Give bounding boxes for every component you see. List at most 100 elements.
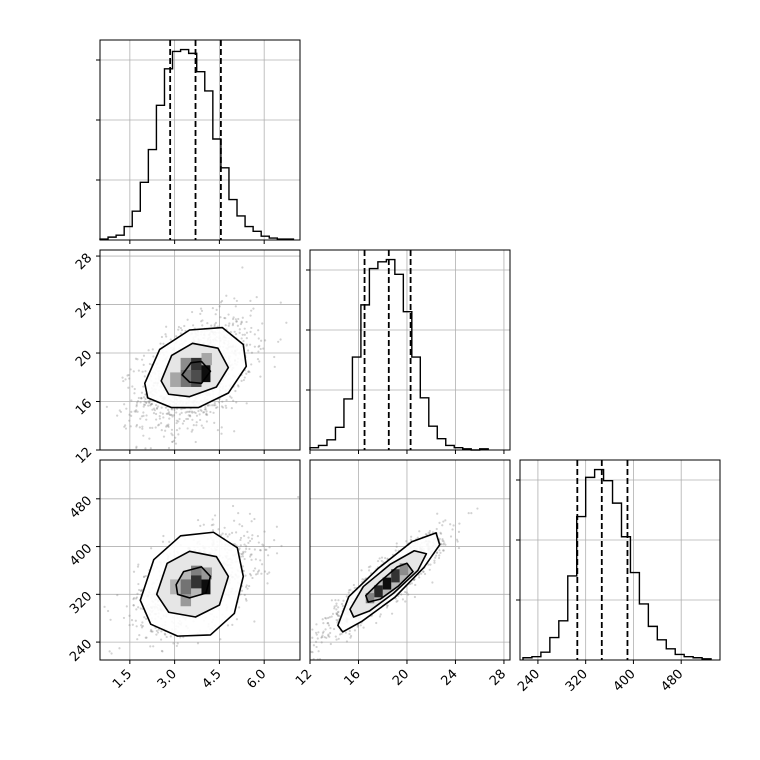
scatter-point [279,301,282,304]
histogram-bin [229,200,237,240]
scatter-point [322,630,325,633]
scatter-point [195,424,198,427]
scatter-point [418,576,421,579]
scatter-point [264,339,267,342]
scatter-point [140,358,144,361]
scatter-point [155,406,159,410]
scatter-point [412,578,416,582]
scatter-point [273,539,276,542]
scatter-point [335,618,338,622]
scatter-point [140,589,143,592]
scatter-point [320,635,324,639]
scatter-point [314,640,318,643]
scatter-point [378,615,382,618]
scatter-point [243,534,246,537]
scatter-point [213,323,216,326]
scatter-point [132,370,135,373]
x-tick-label: 16 [341,667,363,689]
scatter-point [265,548,268,551]
scatter-point [218,305,221,308]
scatter-point [249,330,252,333]
scatter-point [197,409,200,413]
scatter-point [261,543,264,546]
scatter-point [327,633,330,636]
scatter-point [234,389,237,393]
scatter-point [136,592,139,595]
scatter-point [325,617,328,620]
y-tick-label: 20 [73,348,95,370]
density-cell [191,565,202,576]
scatter-point [208,404,211,407]
scatter-point [142,403,146,406]
scatter-point [442,549,445,552]
scatter-point [160,630,163,633]
scatter-point [259,549,262,552]
scatter-point [439,551,442,554]
scatter-point [140,397,143,400]
y-tick-label: 320 [67,589,95,617]
scatter-point [125,605,128,608]
scatter-point [142,396,146,399]
scatter-point [242,378,245,382]
histogram-bin [412,357,420,450]
scatter-point [345,640,349,643]
scatter-point [311,636,314,639]
histogram-bin [568,576,577,660]
scatter-point [134,619,137,622]
scatter-point [335,602,338,605]
scatter-point [229,331,232,334]
scatter-point [444,519,447,522]
scatter-point [337,599,340,602]
scatter-point [147,349,150,352]
scatter-point [136,400,140,403]
scatter-point [335,613,338,616]
scatter-point [231,623,234,626]
scatter-point [134,357,138,360]
contour-line [139,531,245,637]
scatter-point [148,400,151,403]
scatter-point [205,410,208,413]
scatter-point [348,632,351,636]
scatter-point [142,405,145,408]
scatter-point [135,608,138,611]
scatter-point [236,324,239,327]
scatter-point [145,617,148,620]
contour-line [349,549,428,618]
scatter-point [147,400,150,403]
scatter-point [139,417,142,420]
scatter-point [177,433,180,436]
histogram-frame [519,459,721,661]
scatter-point [452,524,455,527]
scatter-point [410,535,413,538]
scatter-point [143,403,147,407]
histogram-bin [604,481,613,660]
scatter-point [353,629,357,632]
scatter-point [135,403,138,407]
scatter-point [227,324,230,327]
scatter-point [285,674,287,676]
scatter-point [212,523,215,526]
scatter-point [245,344,248,347]
scatter-point [376,559,380,563]
scatter-point [161,412,165,415]
scatter-point [337,610,340,613]
x-tick-label: 20 [390,667,412,689]
scatter-point [238,547,241,550]
scatter-point [193,411,196,414]
histogram-bin [213,139,221,240]
scatter-point [380,559,383,563]
scatter-point [155,629,158,632]
scatter-point [186,410,189,413]
scatter-point [238,523,241,526]
scatter-point [199,418,202,422]
scatter-point [136,565,140,568]
histogram-bin [318,445,326,450]
scatter-point [237,512,240,515]
scatter-point [321,631,325,635]
scatter-point [457,530,461,533]
scatter-point [246,587,249,590]
scatter-point [138,426,141,429]
scatter-point [238,331,241,334]
scatter-point [157,405,160,408]
scatter-point [138,633,141,637]
